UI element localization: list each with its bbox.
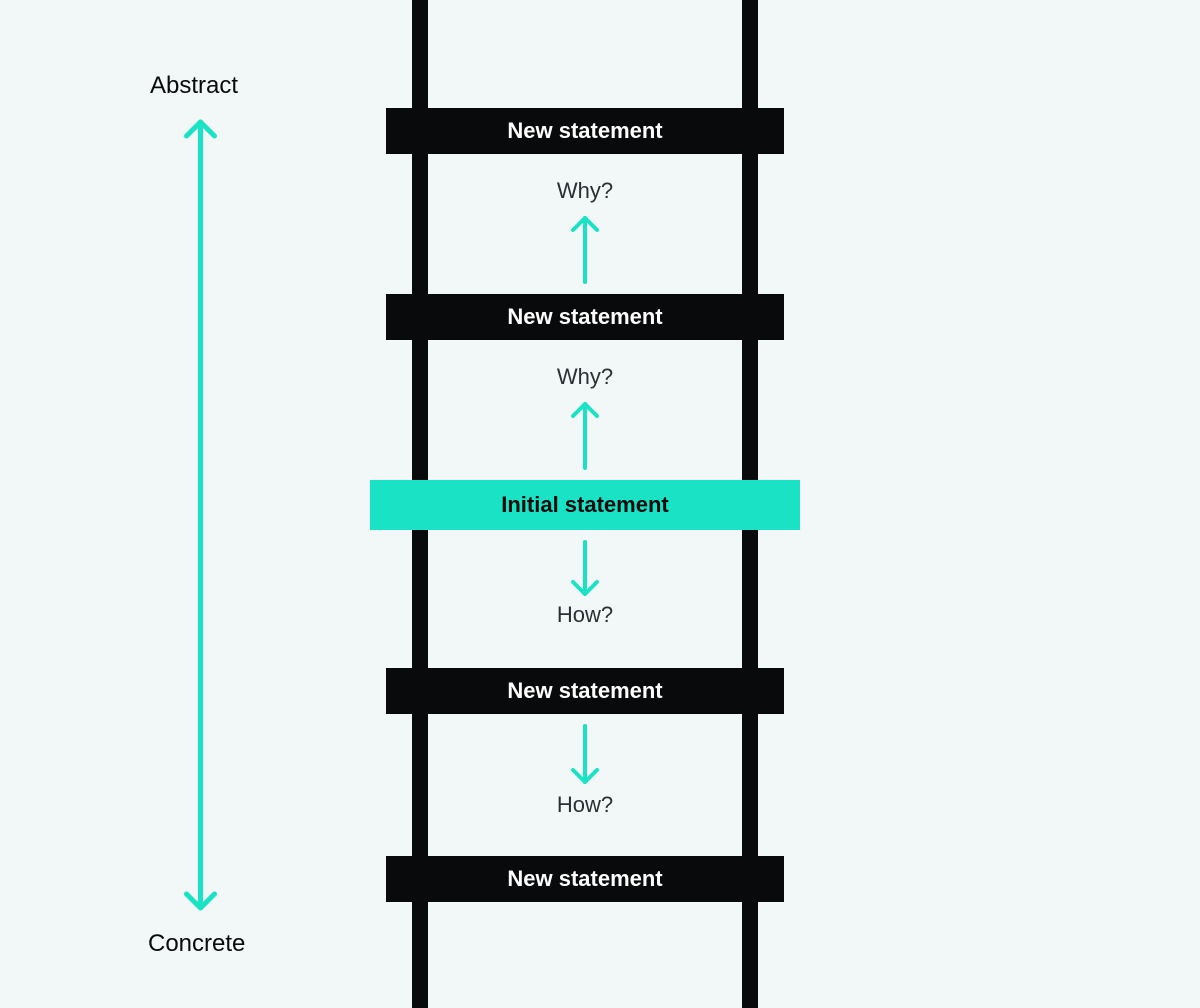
question-why-2: Why? [557,364,613,390]
rung-new-statement-4: New statement [386,856,784,902]
rung-label: Initial statement [501,492,668,518]
rung-label: New statement [507,866,662,892]
rung-new-statement-3: New statement [386,668,784,714]
arrow-up-icon [571,218,599,282]
question-how-1: How? [557,602,613,628]
rung-initial-statement: Initial statement [370,480,800,530]
rung-label: New statement [507,678,662,704]
question-why-1: Why? [557,178,613,204]
arrow-up-icon [571,404,599,468]
label-abstract: Abstract [150,72,238,100]
label-concrete: Concrete [148,930,245,958]
arrow-down-icon [571,726,599,782]
rung-new-statement-2: New statement [386,294,784,340]
ladder-diagram: New statement New statement Initial stat… [0,0,1200,1008]
question-how-2: How? [557,792,613,818]
rung-new-statement-1: New statement [386,108,784,154]
rung-label: New statement [507,118,662,144]
rung-label: New statement [507,304,662,330]
abstraction-axis-arrow-icon [184,122,217,908]
arrow-down-icon [571,542,599,594]
